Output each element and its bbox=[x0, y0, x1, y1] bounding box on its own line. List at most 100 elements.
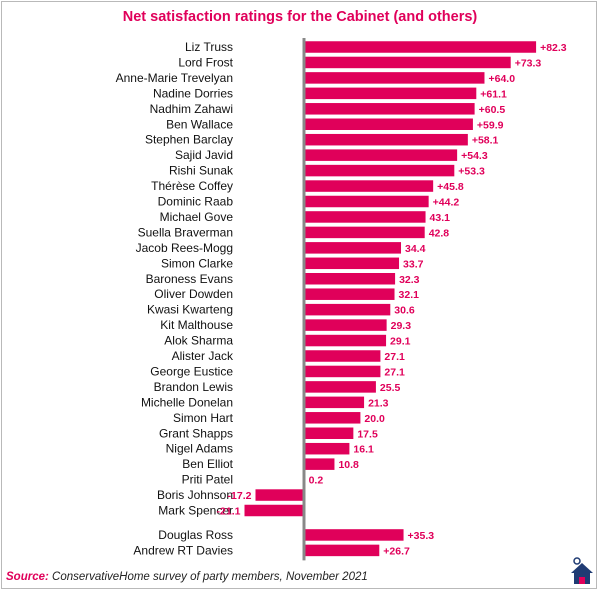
category-label: Nadhim Zahawi bbox=[150, 102, 233, 116]
bar-grant-shapps bbox=[304, 427, 354, 439]
category-label: Priti Patel bbox=[182, 473, 233, 487]
bar-nadhim-zahawi bbox=[304, 103, 475, 115]
category-label: Michelle Donelan bbox=[141, 395, 233, 409]
bar-liz-truss bbox=[304, 41, 537, 53]
bar-jacob-rees-mogg bbox=[304, 242, 402, 254]
bar-alok-sharma bbox=[304, 334, 387, 347]
data-label: +26.7 bbox=[383, 545, 410, 557]
category-label: Sajid Javid bbox=[175, 148, 233, 162]
bar-lord-frost bbox=[304, 56, 511, 69]
category-label: Douglas Ross bbox=[158, 528, 233, 542]
category-label: Alister Jack bbox=[172, 349, 234, 363]
house-logo-icon bbox=[571, 557, 593, 584]
bar-mark-spencer bbox=[244, 504, 304, 517]
data-label: 27.1 bbox=[384, 351, 405, 363]
data-label: 0.2 bbox=[309, 475, 324, 487]
category-label: Lord Frost bbox=[178, 55, 233, 69]
data-label: 21.3 bbox=[368, 397, 389, 409]
data-label: 25.5 bbox=[380, 382, 401, 394]
source-label: Source: bbox=[6, 571, 49, 583]
bar-suella-braverman bbox=[304, 226, 425, 239]
bar-kwasi-kwarteng bbox=[304, 303, 391, 316]
data-label: 20.0 bbox=[364, 413, 385, 425]
data-label: +45.8 bbox=[437, 181, 464, 193]
category-label: Suella Braverman bbox=[138, 225, 233, 239]
bar-stephen-barclay bbox=[304, 133, 468, 146]
data-label: 29.3 bbox=[391, 320, 412, 332]
chart-title: Net satisfaction ratings for the Cabinet… bbox=[122, 9, 478, 25]
category-label: Dominic Raab bbox=[158, 195, 234, 209]
bar-ben-elliot bbox=[304, 458, 335, 470]
bar-michelle-donelan bbox=[304, 396, 365, 409]
bar-brandon-lewis bbox=[304, 381, 376, 393]
category-label: Liz Truss bbox=[185, 40, 233, 54]
data-label: -21.1 bbox=[217, 506, 241, 518]
data-label: -17.2 bbox=[228, 490, 252, 502]
data-label: +54.3 bbox=[461, 150, 488, 162]
data-label: 33.7 bbox=[403, 258, 424, 270]
category-label: Oliver Dowden bbox=[154, 287, 233, 301]
category-label: Mark Spencer bbox=[158, 504, 233, 518]
bar-george-eustice bbox=[304, 365, 381, 378]
bar-simon-hart bbox=[304, 412, 361, 424]
data-label: 29.1 bbox=[390, 336, 411, 348]
bar-simon-clarke bbox=[304, 257, 400, 270]
bar-ben-wallace bbox=[304, 118, 473, 130]
data-label: +35.3 bbox=[408, 530, 435, 542]
category-label: Anne-Marie Trevelyan bbox=[116, 71, 233, 85]
bar-rishi-sunak bbox=[304, 164, 455, 177]
data-label: +73.3 bbox=[515, 57, 542, 69]
bar-andrew-rt-davies bbox=[304, 544, 380, 557]
category-label: Grant Shapps bbox=[159, 426, 233, 440]
data-label: +61.1 bbox=[480, 88, 507, 100]
bar-nigel-adams bbox=[304, 442, 350, 455]
category-label: Boris Johnson bbox=[157, 488, 233, 502]
data-label: 30.6 bbox=[394, 305, 415, 317]
source-text: ConservativeHome survey of party members… bbox=[52, 571, 368, 583]
category-label: Baroness Evans bbox=[146, 272, 233, 286]
source-note: Source: ConservativeHome survey of party… bbox=[6, 571, 368, 583]
bar-anne-marie-trevelyan bbox=[304, 72, 485, 84]
category-label: Jacob Rees-Mogg bbox=[136, 241, 233, 255]
data-label: 42.8 bbox=[429, 227, 450, 239]
category-label: Rishi Sunak bbox=[169, 164, 234, 178]
bar-th-r-se-coffey bbox=[304, 180, 434, 192]
data-label: 43.1 bbox=[430, 212, 451, 224]
data-label: +64.0 bbox=[488, 73, 515, 85]
category-label: Kit Malthouse bbox=[160, 318, 233, 332]
data-label: +53.3 bbox=[458, 166, 485, 178]
bar-dominic-raab bbox=[304, 195, 429, 208]
category-label: Simon Clarke bbox=[161, 256, 233, 270]
data-label: 32.3 bbox=[399, 274, 420, 286]
bar-michael-gove bbox=[304, 211, 426, 223]
category-label: George Eustice bbox=[150, 364, 233, 378]
category-label: Stephen Barclay bbox=[145, 133, 233, 147]
bar-kit-malthouse bbox=[304, 319, 387, 331]
category-label: Ben Wallace bbox=[166, 117, 233, 131]
category-label: Andrew RT Davies bbox=[133, 543, 233, 557]
category-label: Nigel Adams bbox=[166, 442, 233, 456]
data-label: 27.1 bbox=[384, 366, 405, 378]
category-label: Kwasi Kwarteng bbox=[147, 303, 233, 317]
category-label: Michael Gove bbox=[160, 210, 234, 224]
data-labels: +82.3 +73.3+64.0 +61.1 +60.5 +59.9 +58.1 +54.3… bbox=[217, 42, 567, 557]
category-label: Thérèse Coffey bbox=[151, 179, 233, 193]
category-label: Simon Hart bbox=[173, 411, 234, 425]
data-label: 34.4 bbox=[405, 243, 426, 255]
category-label: Nadine Dorries bbox=[153, 86, 233, 100]
data-label: +44.2 bbox=[433, 197, 460, 209]
data-label: +60.5 bbox=[479, 104, 506, 116]
bar-boris-johnson bbox=[255, 489, 304, 501]
data-label: 10.8 bbox=[338, 459, 359, 471]
bar-douglas-ross bbox=[304, 529, 404, 541]
bar-oliver-dowden bbox=[304, 288, 395, 300]
category-label: Ben Elliot bbox=[182, 457, 233, 471]
bar-nadine-dorries bbox=[304, 87, 477, 100]
bar-sajid-javid bbox=[304, 149, 458, 161]
data-label: 16.1 bbox=[353, 444, 374, 456]
data-label: 17.5 bbox=[357, 428, 378, 440]
bar-alister-jack bbox=[304, 350, 381, 362]
data-label: +82.3 bbox=[540, 42, 567, 54]
